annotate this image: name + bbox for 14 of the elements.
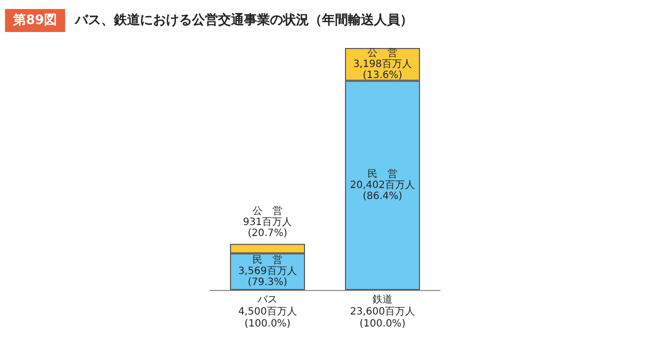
x-tick-label: 鉄道 [372,294,392,306]
x-tick-label: バス [256,294,278,306]
data-label: 3,198百万人 (13.6%) [353,58,412,81]
text: 第89図 [12,13,58,28]
chart-title: バス、鉄道における公営交通事業の状況（年間輸送人員） [74,12,414,28]
data-label: 20,402百万人 (86.4%) [350,180,415,202]
data-label: 3,569百万人 (79.3%) [238,266,297,288]
total-label: 23,600百万人 (100.0%) [350,306,415,330]
text: 民 営 [368,168,398,180]
series-label: 公 営 [368,46,398,59]
data-label: 931百万人 (20.7%) [242,216,292,239]
total-label: 4,500百万人 (100.0%) [238,306,297,330]
text: 公 営 [252,206,282,217]
series-label: 民 営 [252,254,282,266]
